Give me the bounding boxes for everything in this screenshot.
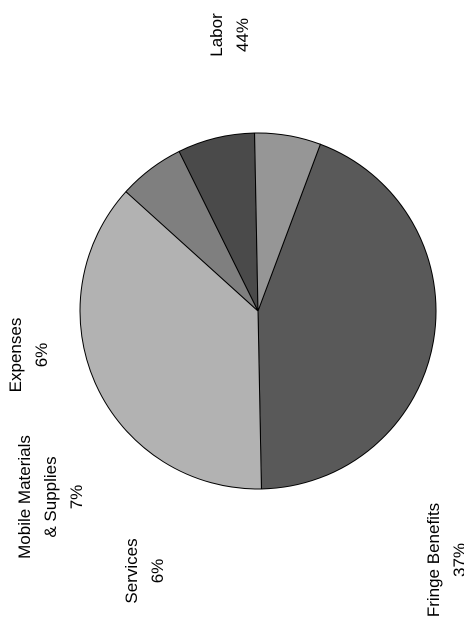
slice-value-label: 44% (233, 18, 252, 52)
slice-label: Services 6% (122, 538, 167, 603)
pie-slice-fringe-benefits (79, 190, 262, 490)
slice-name-label: Mobile Materials (15, 435, 34, 559)
slice-labels: Labor 44% Fringe Benefits 37% Services 6% Mobi… (0, 13, 464, 617)
slice-value-label: 37% (450, 543, 464, 577)
pie-slice-labor (257, 143, 437, 490)
slice-name-label: Labor (207, 13, 226, 57)
slice-name-label: Fringe Benefits (424, 503, 443, 617)
slice-label: Mobile Materials & Supplies 7% (15, 435, 86, 559)
slice-name-label: & Supplies (41, 456, 60, 537)
slice-label: Labor 44% (207, 13, 252, 57)
slice-value-label: 6% (148, 559, 167, 584)
slice-label: Fringe Benefits 37% (424, 503, 464, 617)
slice-name-label: Expenses (6, 318, 25, 393)
pie-slice-other-expenses (254, 132, 321, 312)
slice-value-label: 6% (32, 343, 51, 368)
slice-name-label: Services (122, 538, 141, 603)
pie-slices (79, 132, 437, 490)
slice-label: OtherExpenses6% (0, 318, 51, 393)
slice-value-label: 7% (67, 485, 86, 510)
